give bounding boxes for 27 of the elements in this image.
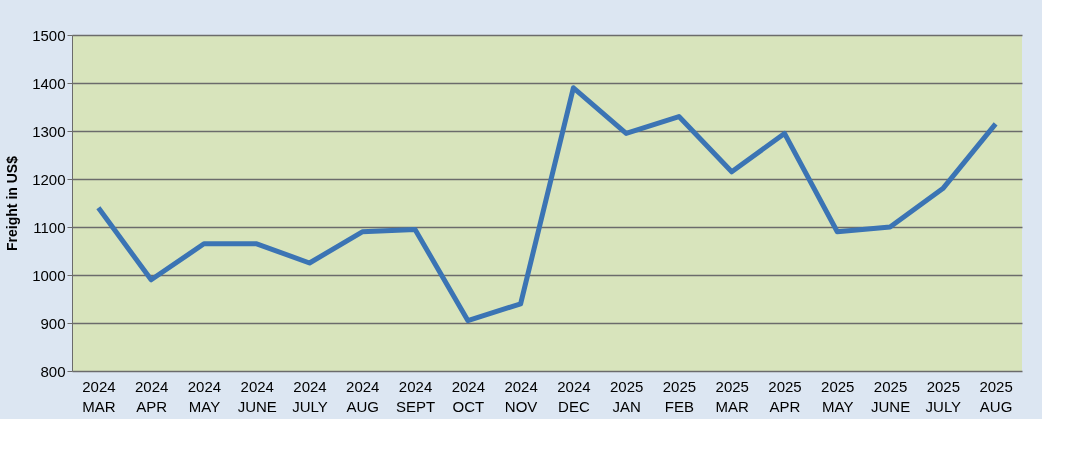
x-tick-label: 2024 SEPT [395,377,436,415]
y-tick-label: 1100 [33,218,66,236]
y-axis-title: Freight in US$ [4,155,21,251]
x-tick-label: 2025 JUNE [870,377,911,415]
y-tick-label: 1200 [32,170,66,188]
y-tick-label: 1000 [32,266,66,284]
x-tick-label: 2024 OCT [451,377,486,415]
y-tick-label: 900 [40,314,66,332]
x-tick-label: 2025 APR [768,377,802,415]
y-tick-label: 1300 [32,122,66,140]
x-tick-label: 2024 DEC [557,377,591,415]
x-tick-label: 2024 JUNE [237,377,277,415]
x-tick-label: 2025 MAY [821,377,855,415]
x-tick-label: 2025 JULY [925,377,962,415]
x-tick-label: 2025 FEB [662,377,697,415]
x-tick-label: 2024 AUG [346,377,380,415]
x-tick-label: 2024 APR [134,377,169,415]
x-tick-label: 2024 NOV [504,377,538,415]
x-tick-label: 2024 MAY [187,377,222,415]
y-tick-label: 800 [40,362,66,380]
x-tick-label: 2025 AUG [979,377,1013,415]
x-tick-label: 2025 JAN [609,377,644,415]
y-tick-label: 1400 [32,74,66,92]
y-tick-label: 1500 [32,26,66,44]
x-tick-label: 2025 MAR [715,377,750,415]
x-tick-label: 2024 JULY [292,377,328,415]
x-tick-label: 2024 MAR [82,377,116,415]
